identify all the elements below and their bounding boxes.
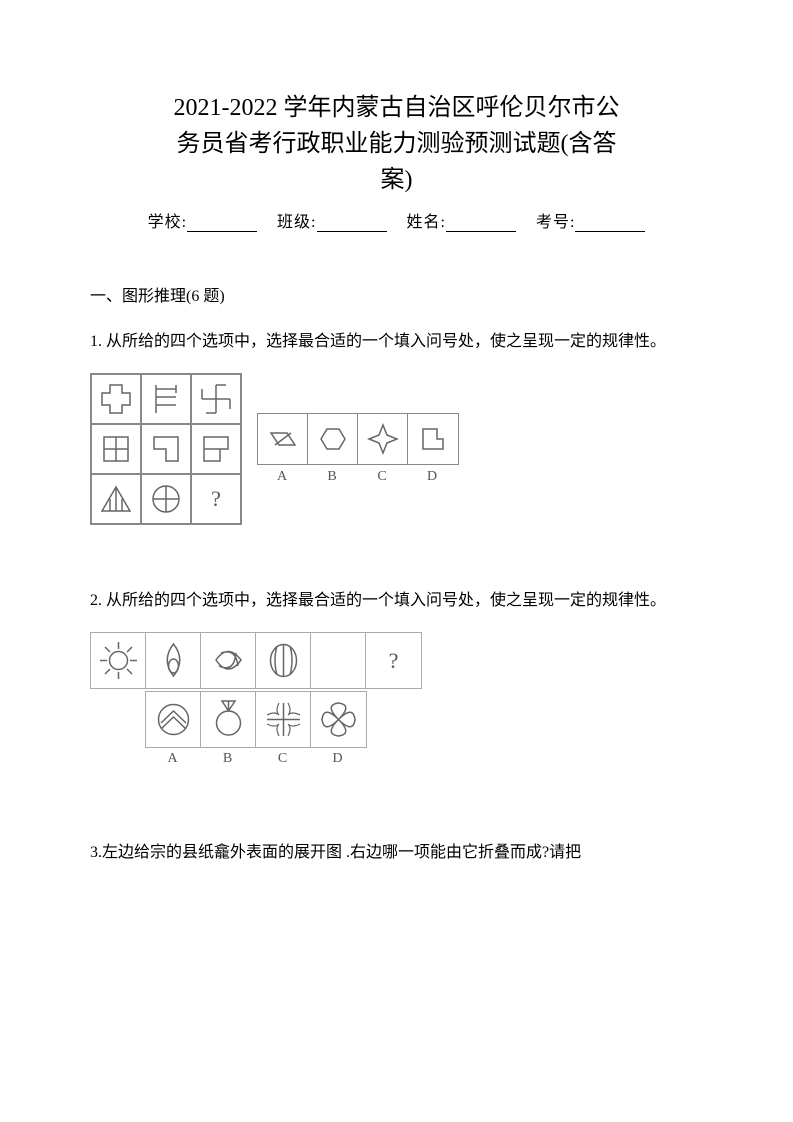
name-blank <box>446 214 516 232</box>
name-label: 姓名: <box>407 214 446 231</box>
school-label: 学校: <box>148 214 187 231</box>
page-title: 2021-2022 学年内蒙古自治区呼伦贝尔市公 务员省考行政职业能力测验预测试… <box>90 90 703 198</box>
q1-cell-4 <box>91 424 141 474</box>
question-3-text: 3.左边给宗的县纸龕外表面的展开图 .右边哪一项能由它折叠而成?请把 <box>90 837 703 869</box>
q1-cell-5 <box>141 424 191 474</box>
title-line-1: 2021-2022 学年内蒙古自治区呼伦贝尔市公 <box>90 90 703 126</box>
q2-options-wrap: A B C D <box>145 691 703 767</box>
q2-seq-5 <box>311 633 366 688</box>
q1-option-boxes <box>257 413 459 465</box>
q2-question-mark: ? <box>389 648 399 674</box>
q2-opt-c <box>256 692 311 747</box>
q1-cell-9: ? <box>191 474 241 524</box>
q2-label-b: B <box>200 748 255 767</box>
q2-option-labels: A B C D <box>145 748 365 767</box>
q1-cell-1 <box>91 374 141 424</box>
q2-option-boxes <box>145 691 367 748</box>
q1-label-b: B <box>307 465 357 485</box>
q1-cell-8 <box>141 474 191 524</box>
q2-seq-4 <box>256 633 311 688</box>
q1-cell-3 <box>191 374 241 424</box>
q2-label-d: D <box>310 748 365 767</box>
question-1-text: 1. 从所给的四个选项中，选择最合适的一个填入问号处，使之呈现一定的规律性。 <box>90 326 703 358</box>
q1-opt-b <box>308 414 358 464</box>
student-info-line: 学校: 班级: 姓名: 考号: <box>90 208 703 232</box>
title-line-2: 务员省考行政职业能力测验预测试题(含答 <box>90 126 703 162</box>
title-line-3: 案) <box>90 162 703 198</box>
examno-label: 考号: <box>536 214 575 231</box>
q1-question-mark: ? <box>211 486 221 512</box>
question-2-figures: ? A B C D <box>90 632 703 767</box>
q1-cell-6 <box>191 424 241 474</box>
q1-cell-2 <box>141 374 191 424</box>
q1-grid: ? <box>90 373 242 525</box>
section-1-header: 一、图形推理(6 题) <box>90 282 703 306</box>
school-blank <box>187 214 257 232</box>
q1-label-d: D <box>407 465 457 485</box>
q2-seq-2 <box>146 633 201 688</box>
examno-blank <box>575 214 645 232</box>
q2-sequence: ? <box>90 632 422 689</box>
q1-label-c: C <box>357 465 407 485</box>
q1-opt-d <box>408 414 458 464</box>
q2-opt-d <box>311 692 366 747</box>
question-1-figures: ? A B C D <box>90 373 703 525</box>
q1-opt-a <box>258 414 308 464</box>
q2-label-c: C <box>255 748 310 767</box>
q2-seq-1 <box>91 633 146 688</box>
q1-options: A B C D <box>257 413 459 485</box>
question-2-text: 2. 从所给的四个选项中，选择最合适的一个填入问号处，使之呈现一定的规律性。 <box>90 585 703 617</box>
q1-label-a: A <box>257 465 307 485</box>
class-label: 班级: <box>277 214 316 231</box>
q2-opt-b <box>201 692 256 747</box>
q2-seq-3 <box>201 633 256 688</box>
q2-seq-6: ? <box>366 633 421 688</box>
q1-option-labels: A B C D <box>257 465 459 485</box>
q1-cell-7 <box>91 474 141 524</box>
class-blank <box>317 214 387 232</box>
q2-opt-a <box>146 692 201 747</box>
q2-label-a: A <box>145 748 200 767</box>
q1-opt-c <box>358 414 408 464</box>
